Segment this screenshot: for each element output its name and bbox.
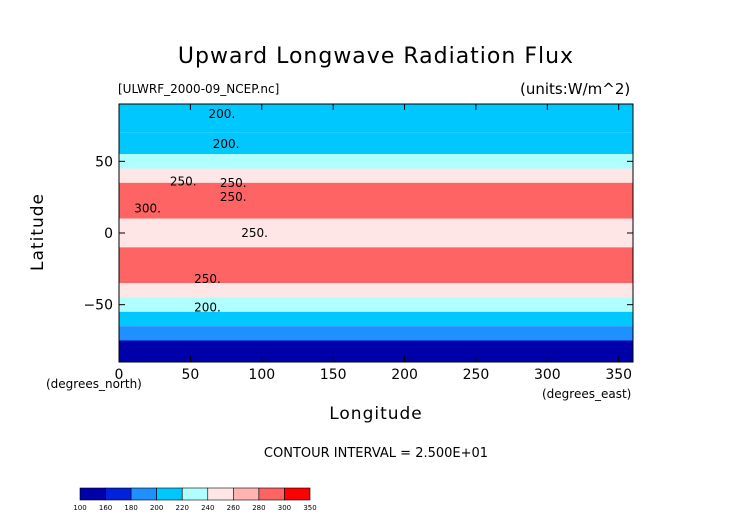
band-10 (119, 326, 633, 341)
colorbar-label-2: 180 (124, 504, 137, 512)
band-8 (119, 297, 633, 312)
colorbar-label-6: 260 (227, 504, 240, 512)
band-7 (119, 283, 633, 298)
colorbar-swatch-6 (233, 487, 260, 501)
x-tick-label-6: 300 (534, 367, 561, 383)
colorbar-label-3: 200 (150, 504, 163, 512)
band-1 (119, 132, 633, 155)
x-units-label-2: (degrees_east) (542, 387, 632, 401)
band-6 (119, 247, 633, 284)
colorbar-swatch-3 (156, 487, 183, 501)
x-tick-label-7: 350 (605, 367, 632, 383)
colorbar-swatch-0 (79, 487, 106, 501)
source-label: [ULWRF_2000-09_NCEP.nc] (118, 82, 280, 96)
contour-label-0: 200. (208, 107, 235, 121)
band-2 (119, 154, 633, 169)
x-tick-label-3: 150 (320, 367, 347, 383)
y-tick-label-0: −50 (83, 298, 113, 314)
colorbar-swatch-2 (130, 487, 157, 501)
colorbar-label-9: 350 (303, 504, 316, 512)
x-units-label: (degrees_north) (46, 377, 142, 391)
band-5 (119, 218, 633, 248)
colorbar-swatch-8 (284, 487, 311, 501)
contour-label-6: 250. (241, 226, 268, 240)
colorbar-label-1: 160 (99, 504, 112, 512)
y-tick-label-2: 50 (95, 154, 113, 170)
x-tick-label-4: 200 (391, 367, 418, 383)
x-tick-label-2: 100 (248, 367, 275, 383)
x-tick-label-0: 0 (115, 367, 124, 383)
x-tick-label-5: 250 (463, 367, 490, 383)
colorbar-label-5: 240 (201, 504, 214, 512)
colorbar-label-7: 280 (252, 504, 265, 512)
band-9 (119, 311, 633, 327)
contour-label-8: 200. (194, 301, 221, 315)
x-tick-label-1: 50 (181, 367, 199, 383)
x-axis-label: Longitude (329, 404, 423, 424)
band-4 (119, 182, 633, 219)
colorbar-swatch-7 (258, 487, 285, 501)
contour-label-5: 250. (220, 190, 247, 204)
colorbar-label-0: 100 (73, 504, 86, 512)
colorbar-swatch-1 (105, 487, 132, 501)
colorbar-label-8: 300 (278, 504, 291, 512)
band-0 (119, 104, 633, 133)
contour-interval-text: CONTOUR INTERVAL = 2.500E+01 (263, 446, 489, 461)
contour-label-3: 300. (134, 202, 161, 216)
contour-label-2: 250. (170, 174, 197, 188)
units-label: (units:W/m^2) (520, 80, 631, 98)
colorbar-swatch-4 (181, 487, 209, 501)
colorbar-swatch-5 (207, 487, 234, 501)
band-11 (119, 340, 633, 362)
colorbar-label-4: 220 (176, 504, 189, 512)
chart-title: Upward Longwave Radiation Flux (177, 44, 575, 69)
contour-label-4: 250. (220, 176, 247, 190)
y-tick-label-1: 0 (104, 226, 113, 242)
band-3 (119, 168, 633, 183)
contour-label-7: 250. (194, 272, 221, 286)
contour-label-1: 200. (213, 137, 240, 151)
